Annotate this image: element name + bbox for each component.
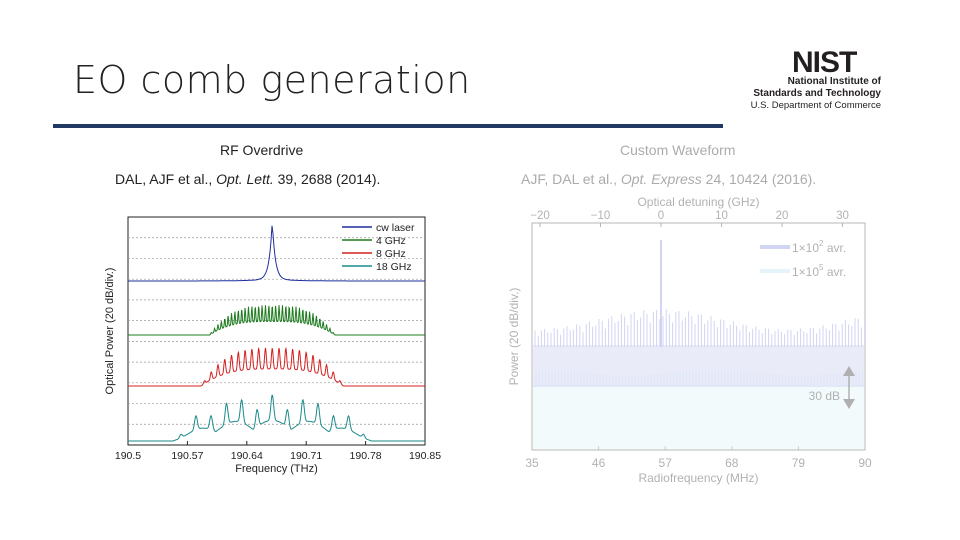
noise-floor-band-low bbox=[533, 385, 864, 449]
arrow-head-down bbox=[843, 399, 855, 409]
top-tick-label: −20 bbox=[530, 210, 550, 222]
rf-overdrive-chart: 190.5 190.57 190.64 190.71 190.78 190.85 Frequ… bbox=[104, 216, 441, 475]
x-tick-label: 79 bbox=[792, 456, 806, 470]
nist-logo: NIST National Institute of Standards and… bbox=[751, 46, 882, 111]
left-citation-authors: DAL, AJF et al., bbox=[115, 171, 217, 187]
x-tick-label: 68 bbox=[725, 456, 739, 470]
top-tick-label: 10 bbox=[715, 210, 728, 222]
legend-label: 4 GHz bbox=[376, 235, 406, 247]
series-line-8-ghz bbox=[128, 346, 425, 387]
noise-floor-band-high bbox=[533, 345, 864, 387]
right-panel-citation: AJF, DAL et al., Opt. Express 24, 10424 … bbox=[521, 171, 816, 187]
x-tick-label: 190.78 bbox=[350, 450, 382, 462]
x-tick-label: 35 bbox=[525, 456, 539, 470]
right-citation-authors: AJF, DAL et al., bbox=[521, 171, 621, 187]
nist-logo-line3: U.S. Department of Commerce bbox=[751, 100, 881, 111]
series-line-cw-laser bbox=[128, 225, 425, 282]
top-axis-label: Optical detuning (GHz) bbox=[637, 195, 759, 209]
x-tick-label: 190.57 bbox=[171, 450, 203, 462]
series-line-4-ghz bbox=[128, 305, 425, 336]
legend-label: 1×105 avr. bbox=[792, 263, 846, 279]
x-axis-label: Frequency (THz) bbox=[235, 463, 318, 475]
left-panel-heading: RF Overdrive bbox=[220, 142, 304, 158]
left-citation-journal: Opt. Lett. bbox=[216, 171, 274, 187]
series-line-18-ghz bbox=[128, 394, 425, 442]
x-axis-label: Radiofrequency (MHz) bbox=[638, 471, 758, 485]
annotation-label: 30 dB bbox=[809, 389, 840, 403]
legend-label: 8 GHz bbox=[376, 248, 406, 260]
right-panel-heading: Custom Waveform bbox=[620, 142, 736, 158]
top-tick-label: −10 bbox=[591, 210, 611, 222]
left-panel-citation: DAL, AJF et al., Opt. Lett. 39, 2688 (20… bbox=[115, 171, 380, 187]
top-tick-label: 20 bbox=[776, 210, 789, 222]
left-citation-volume: 39, 2688 (2014). bbox=[273, 171, 381, 187]
plot-frame bbox=[127, 216, 426, 446]
legend-label: cw laser bbox=[376, 222, 415, 234]
slide-title: EO comb generation bbox=[73, 58, 471, 102]
y-axis-label: Power (20 dB/div.) bbox=[507, 288, 521, 386]
x-tick-label: 190.5 bbox=[115, 450, 141, 462]
x-tick-label: 57 bbox=[659, 456, 673, 470]
legend-label: 18 GHz bbox=[376, 261, 412, 273]
x-tick-label: 190.64 bbox=[231, 450, 263, 462]
title-underline bbox=[53, 124, 723, 128]
x-tick-label: 190.85 bbox=[409, 450, 441, 462]
top-tick-label: 30 bbox=[836, 210, 849, 222]
x-tick-label: 190.71 bbox=[290, 450, 322, 462]
nist-logo-line2: Standards and Technology bbox=[753, 88, 881, 99]
custom-waveform-chart: Optical detuning (GHz) −20 −10 0 10 20 30 35 46 5… bbox=[507, 195, 872, 485]
nist-logo-line1: National Institute of bbox=[788, 76, 882, 87]
plot-frame bbox=[531, 222, 866, 451]
x-tick-label: 46 bbox=[592, 456, 606, 470]
arrow-head-up bbox=[843, 366, 855, 376]
top-tick-label: 0 bbox=[658, 210, 664, 222]
nist-logo-mark: NIST bbox=[792, 46, 857, 79]
y-axis-label: Optical Power (20 dB/div.) bbox=[104, 268, 116, 395]
right-citation-volume: 24, 10424 (2016). bbox=[701, 171, 817, 187]
right-citation-journal: Opt. Express bbox=[620, 171, 702, 187]
legend-label: 1×102 avr. bbox=[792, 239, 846, 255]
x-tick-label: 90 bbox=[858, 456, 872, 470]
